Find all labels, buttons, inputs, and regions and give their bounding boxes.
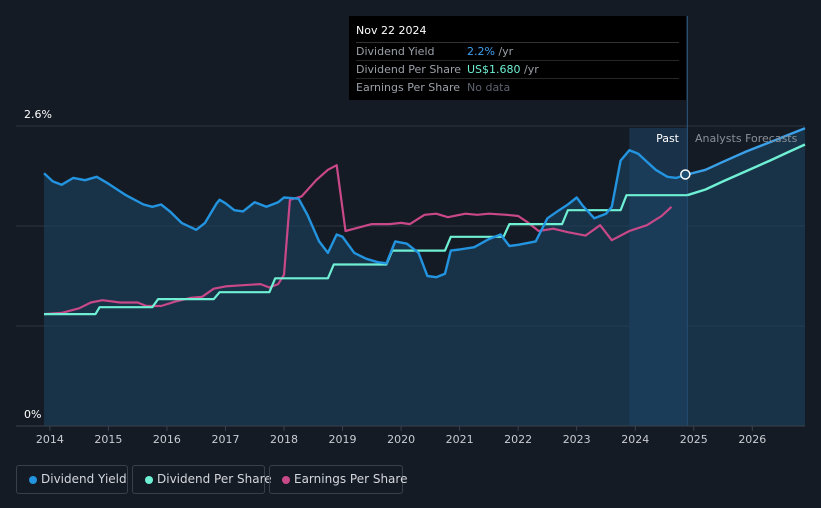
dividend-per-share-line — [44, 194, 688, 316]
x-tick-label: 2021 — [446, 433, 474, 446]
y-tick-label-bottom: 0% — [24, 408, 41, 421]
tooltip: Nov 22 2024 Dividend Yield 2.2% /yr Divi… — [349, 16, 686, 100]
x-tick-label: 2019 — [329, 433, 357, 446]
dividend-per-share-forecast-line — [686, 143, 806, 197]
tooltip-value: 2.2% /yr — [467, 45, 514, 58]
x-tick-label: 2014 — [36, 433, 64, 446]
x-tick-label: 2018 — [270, 433, 298, 446]
y-tick-label-top: 2.6% — [24, 108, 52, 121]
tooltip-date: Nov 22 2024 — [356, 22, 679, 43]
x-tick-label: 2026 — [738, 433, 766, 446]
legend-item-earnings-per-share[interactable]: Earnings Per Share — [269, 465, 407, 494]
legend-item-dividend-yield[interactable]: Dividend Yield — [16, 465, 128, 494]
x-tick-label: 2023 — [563, 433, 591, 446]
x-tick-label: 2016 — [153, 433, 181, 446]
legend-item-dividend-per-share[interactable]: Dividend Per Share — [132, 465, 272, 494]
dividend-yield-forecast-line — [686, 127, 806, 176]
legend-label: Dividend Per Share — [157, 472, 272, 486]
tooltip-row-dividend-yield: Dividend Yield 2.2% /yr — [356, 43, 679, 61]
dividend-yield-line — [43, 149, 688, 279]
x-tick-label: 2022 — [504, 433, 532, 446]
x-tick-label: 2020 — [387, 433, 415, 446]
tooltip-row-dividend-per-share: Dividend Per Share US$1.680 /yr — [356, 61, 679, 79]
dividend-yield-area-fill — [44, 128, 805, 427]
earnings-per-share-line — [43, 164, 673, 316]
tooltip-label: Earnings Per Share — [356, 81, 461, 94]
past-region-label: Past — [656, 132, 680, 145]
x-tick-label: 2015 — [94, 433, 122, 446]
tooltip-row-earnings-per-share: Earnings Per Share No data — [356, 79, 679, 96]
forecast-region-label: Analysts Forecasts — [695, 132, 798, 145]
tooltip-value: No data — [467, 81, 511, 94]
current-value-marker — [680, 169, 691, 180]
legend-label: Earnings Per Share — [294, 472, 408, 486]
legend-dot-icon — [282, 476, 290, 484]
tooltip-label: Dividend Yield — [356, 45, 435, 58]
x-tick-label: 2017 — [211, 433, 239, 446]
dividend-yield-area — [44, 128, 805, 427]
tooltip-value: US$1.680 /yr — [467, 63, 539, 76]
x-tick-label: 2025 — [680, 433, 708, 446]
x-tick-label: 2024 — [621, 433, 649, 446]
x-axis: 2014 2015 2016 2017 2018 2019 2020 2021 2022 2023… — [16, 425, 805, 446]
legend-dot-icon — [145, 476, 153, 484]
series-lines — [43, 127, 806, 316]
legend-dot-icon — [29, 476, 37, 484]
tooltip-label: Dividend Per Share — [356, 63, 462, 76]
legend-label: Dividend Yield — [41, 472, 127, 486]
